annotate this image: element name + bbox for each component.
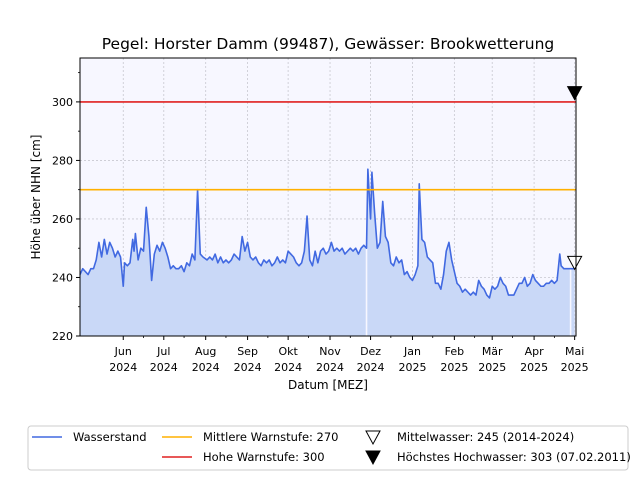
highest-flood-marker <box>566 86 583 101</box>
x-tick-label-year: 2024 <box>357 361 385 374</box>
x-tick-label-month: Mär <box>482 345 503 358</box>
legend-swatch-highest-flood <box>365 450 381 466</box>
legend-swatch-mean-water <box>365 430 381 446</box>
x-tick-label-year: 2024 <box>109 361 137 374</box>
y-tick-label: 280 <box>52 154 73 167</box>
data-gaps <box>365 248 572 336</box>
x-tick-label-month: Mai <box>565 345 584 358</box>
data-gap <box>569 248 572 336</box>
x-tick-label-year: 2024 <box>150 361 178 374</box>
x-tick-label-year: 2024 <box>274 361 302 374</box>
x-tick-label-month: Feb <box>445 345 464 358</box>
x-tick-label-year: 2024 <box>316 361 344 374</box>
x-tick-label-month: Jun <box>114 345 132 358</box>
legend: Wasserstand Mittlere Warnstufe: 270 Hohe… <box>27 425 631 471</box>
x-tick-label-year: 2025 <box>440 361 468 374</box>
x-tick-label-year: 2025 <box>478 361 506 374</box>
legend-label-highest-flood: Höchstes Hochwasser: 303 (07.02.2011) <box>397 450 631 464</box>
legend-label-water-level: Wasserstand <box>73 430 147 444</box>
x-tick-label-year: 2025 <box>561 361 589 374</box>
x-tick-label-month: Jan <box>403 345 421 358</box>
y-axis-ticks: 220 240 260 280 300 <box>52 72 80 343</box>
mean-water-marker <box>566 255 583 271</box>
y-tick-label: 220 <box>52 330 73 343</box>
y-axis-label: Höhe über NHN [cm] <box>29 135 43 260</box>
y-tick-label: 260 <box>52 213 73 226</box>
plot-frame <box>79 57 577 337</box>
legend-label-mean-water: Mittelwasser: 245 (2014-2024) <box>397 430 574 444</box>
x-tick-label-year: 2025 <box>520 361 548 374</box>
x-tick-label-year: 2025 <box>398 361 426 374</box>
x-tick-label-month: Aug <box>195 345 216 358</box>
x-tick-label-year: 2024 <box>234 361 262 374</box>
x-tick-label-month: Dez <box>360 345 381 358</box>
x-tick-label-month: Okt <box>278 345 298 358</box>
chart-title: Pegel: Horster Damm (99487), Gewässer: B… <box>102 35 555 53</box>
x-axis-label: Datum [MEZ] <box>288 378 368 392</box>
legend-label-mid-warning: Mittlere Warnstufe: 270 <box>203 430 339 444</box>
x-tick-label-month: Apr <box>525 345 545 358</box>
y-tick-label: 240 <box>52 271 73 284</box>
y-tick-label: 300 <box>52 96 73 109</box>
x-tick-label-month: Jul <box>156 345 170 358</box>
legend-label-high-warning: Hohe Warnstufe: 300 <box>203 450 325 464</box>
x-axis-ticks: Jun 2024 Jul 2024 Aug 2024 Sep 2024 Okt 2024 Nov 20… <box>60 336 589 374</box>
x-tick-label-month: Nov <box>319 345 341 358</box>
x-tick-label-year: 2024 <box>192 361 220 374</box>
x-tick-label-month: Sep <box>237 345 258 358</box>
water-level-line <box>79 168 575 299</box>
data-gap <box>365 248 368 336</box>
